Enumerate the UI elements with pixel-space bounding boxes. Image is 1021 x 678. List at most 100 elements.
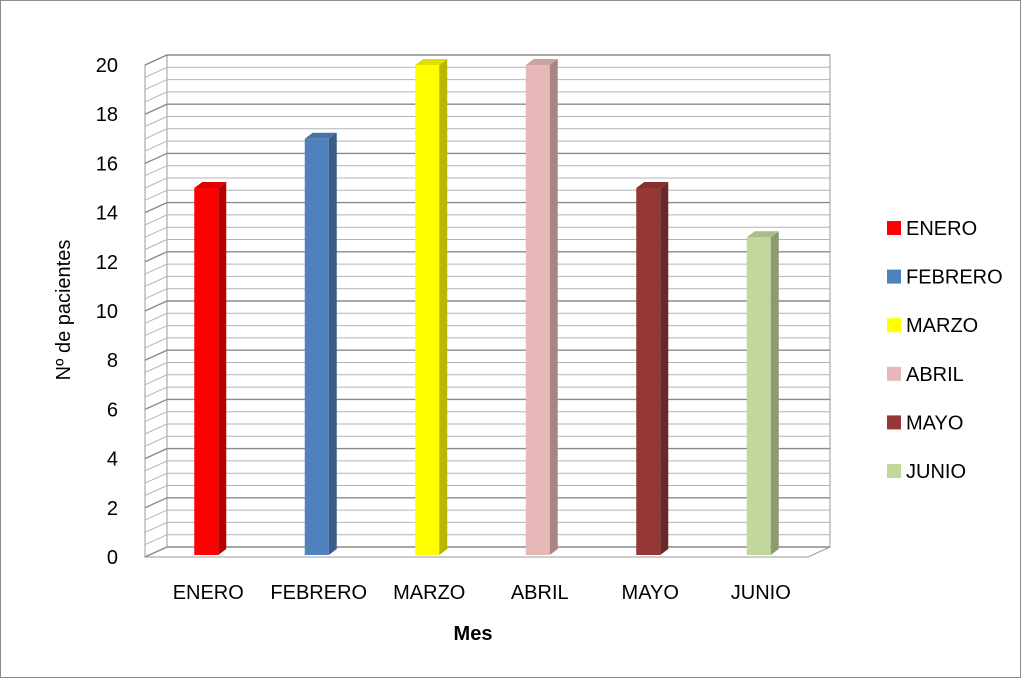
y-tick-label: 20 (96, 55, 118, 77)
major-gridline (144, 152, 830, 165)
minor-gridline (144, 337, 830, 349)
minor-gridline (144, 214, 830, 226)
bars (194, 59, 779, 556)
bar-front (194, 188, 219, 555)
legend-swatch (887, 269, 901, 284)
bar-front (415, 65, 440, 555)
x-tick-label: MARZO (393, 582, 465, 604)
x-tick-labels: ENERO FEBRERO MARZO ABRIL MAYO JUNIO (173, 582, 791, 604)
major-gridline (144, 300, 830, 312)
floor (144, 546, 831, 558)
legend-swatch (887, 318, 901, 333)
legend: ENERO FEBRERO MARZO ABRIL MAYO JUNIO (887, 218, 1003, 483)
minor-gridline (144, 288, 830, 300)
legend-swatch (887, 415, 901, 430)
minor-gridline (144, 509, 830, 521)
bar-side (218, 182, 227, 555)
major-gridline (144, 447, 830, 460)
major-gridline (144, 349, 830, 361)
minor-gridline (144, 275, 830, 287)
minor-gridline (144, 263, 830, 275)
minor-gridline (144, 116, 830, 127)
bar-top (304, 132, 337, 139)
y-tick-label: 18 (96, 104, 118, 126)
minor-gridline (144, 472, 830, 484)
bar-top (194, 182, 227, 188)
minor-gridline (144, 239, 830, 250)
legend-swatch (887, 221, 901, 235)
bar-top (415, 59, 448, 65)
x-tick-label: ABRIL (511, 582, 569, 604)
bar-front (304, 138, 329, 556)
bar-mayo (636, 182, 669, 555)
bar-top (746, 231, 779, 238)
legend-label: FEBRERO (906, 267, 1003, 289)
minor-gridline (144, 66, 830, 78)
minor-gridline (144, 386, 830, 398)
bar-front (636, 188, 661, 555)
legend-item: FEBRERO (887, 267, 1003, 289)
minor-gridline (144, 312, 830, 324)
major-gridline (144, 546, 830, 558)
bar-abril (525, 59, 558, 555)
legend-label: JUNIO (906, 461, 966, 483)
minor-gridline (144, 79, 830, 91)
bar-side (770, 231, 779, 555)
x-axis-title: Mes (454, 623, 493, 645)
major-gridline (144, 497, 830, 509)
legend-item: MARZO (887, 315, 978, 337)
legend-swatch (887, 464, 901, 478)
x-tick-label: ENERO (173, 582, 244, 604)
minor-gridline (144, 411, 830, 423)
gridlines (144, 54, 830, 558)
major-gridline (144, 201, 830, 214)
minor-gridline (144, 521, 830, 533)
minor-gridline (144, 189, 830, 201)
y-tick-label: 12 (96, 252, 118, 274)
y-tick-label: 16 (96, 153, 118, 175)
major-gridline (144, 54, 830, 66)
bar-side (549, 59, 558, 555)
legend-label: MARZO (906, 315, 978, 337)
bar-marzo (415, 59, 448, 555)
chart-walls (144, 54, 831, 558)
bar-febrero (304, 132, 337, 556)
y-tick-label: 8 (107, 350, 118, 372)
minor-gridline (144, 435, 830, 447)
y-tick-label: 10 (96, 301, 118, 323)
minor-gridline (144, 325, 830, 337)
legend-swatch (887, 366, 901, 381)
y-tick-label: 4 (107, 449, 118, 471)
legend-label: MAYO (906, 412, 963, 434)
y-tick-label: 14 (96, 203, 118, 225)
minor-gridline (144, 91, 830, 103)
minor-gridline (144, 226, 830, 238)
bar-side (328, 132, 337, 556)
y-tick-label: 2 (107, 498, 118, 520)
minor-gridline (144, 140, 830, 152)
y-tick-label: 6 (107, 399, 118, 421)
y-tick-labels: 0 2 4 6 8 10 12 14 16 18 20 (96, 55, 118, 569)
bar-junio (746, 231, 779, 555)
y-axis-title: Nº de pacientes (53, 240, 75, 381)
minor-gridline (144, 534, 830, 546)
bar-enero (194, 182, 227, 555)
major-gridline (144, 103, 830, 115)
minor-gridline (144, 165, 830, 177)
bar-top (525, 59, 558, 65)
x-tick-label: MAYO (622, 582, 679, 604)
y-tick-label: 0 (107, 547, 118, 569)
minor-gridline (144, 485, 830, 496)
minor-gridline (144, 177, 830, 189)
bar-front (746, 237, 771, 555)
bar-front (525, 65, 550, 555)
minor-gridline (144, 128, 830, 140)
legend-label: ABRIL (906, 364, 964, 386)
legend-item: JUNIO (887, 461, 966, 483)
x-tick-label: FEBRERO (270, 582, 367, 604)
legend-label: ENERO (906, 218, 977, 240)
x-tick-label: JUNIO (731, 582, 791, 604)
minor-gridline (144, 374, 830, 386)
minor-gridline (144, 362, 830, 373)
